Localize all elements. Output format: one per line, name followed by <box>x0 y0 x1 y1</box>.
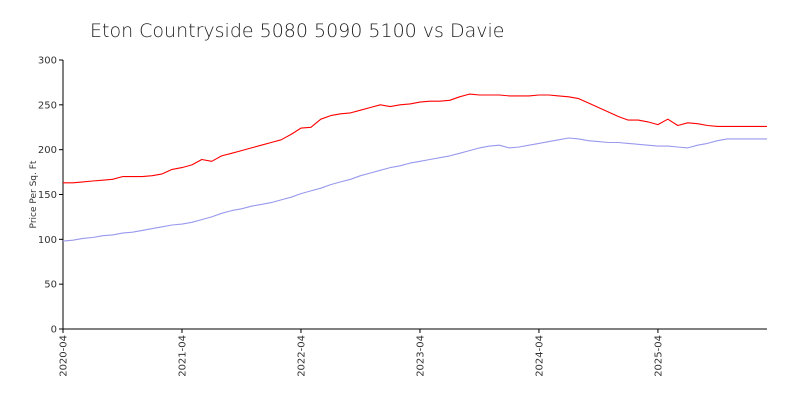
y-tick-label: 250 <box>38 100 57 111</box>
x-tick-label: 2020-04 <box>59 335 70 377</box>
series-line-davie <box>62 137 767 242</box>
y-tick-label: 150 <box>38 190 57 201</box>
series-layer <box>62 93 767 242</box>
series-line-eton-countryside <box>63 93 767 184</box>
x-tick-label: 2022-04 <box>296 335 307 377</box>
chart-title: Eton Countryside 5080 5090 5100 vs Davie <box>90 20 504 42</box>
y-tick-label: 0 <box>51 325 57 336</box>
x-tick-label: 2024-04 <box>534 335 545 377</box>
y-tick-label: 200 <box>38 145 57 156</box>
y-tick-label: 300 <box>38 56 57 67</box>
y-axis: 0 50 100 150 200 250 300 <box>38 56 64 336</box>
x-tick-label: 2021-04 <box>177 335 188 377</box>
y-axis-label: Price Per Sq. Ft <box>29 160 39 228</box>
x-tick-label: 2023-04 <box>415 335 426 377</box>
x-axis: 2020-04 2021-04 2022-04 2023-04 2024-04 2025-… <box>59 328 767 377</box>
y-tick-label: 50 <box>44 280 57 291</box>
x-tick-label: 2025-04 <box>653 335 664 377</box>
y-tick-label: 100 <box>38 235 57 246</box>
